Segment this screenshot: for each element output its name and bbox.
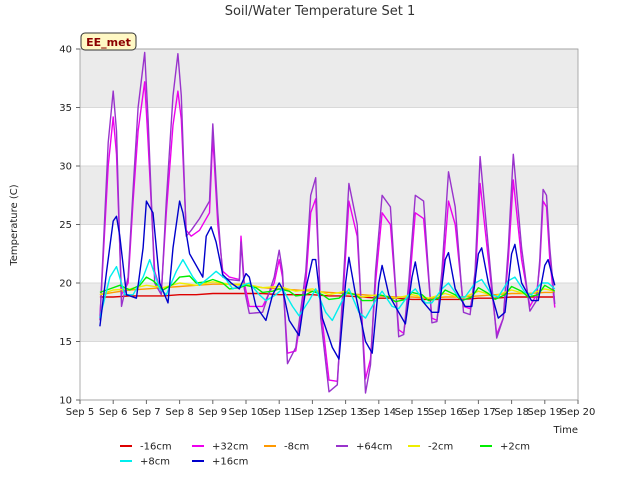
legend-item: +32cm — [192, 442, 248, 453]
legend-label: +32cm — [212, 442, 248, 453]
y-tick-label: 25 — [59, 220, 72, 231]
legend-label: +2cm — [500, 442, 530, 453]
x-tick-label: Sep 6 — [99, 407, 127, 418]
legend-label: -8cm — [284, 442, 309, 453]
legend-label: +16cm — [212, 457, 248, 468]
x-tick-label: Sep 7 — [132, 407, 160, 418]
x-tick-label: Sep 20 — [561, 407, 596, 418]
x-tick-label: Sep 10 — [229, 407, 264, 418]
series-line-+64cm — [99, 51, 556, 394]
y-ticks: 10 15 20 25 30 35 40 — [59, 45, 80, 407]
series-line-+16cm — [99, 200, 556, 360]
series-line--2cm — [99, 281, 555, 299]
y-tick-label: 20 — [59, 279, 72, 290]
legend-item: +2cm — [480, 442, 530, 453]
legend-item: +64cm — [336, 442, 392, 453]
legend-item: -16cm — [120, 442, 172, 453]
x-tick-label: Sep 8 — [165, 407, 193, 418]
x-tick-label: Sep 5 — [66, 407, 94, 418]
legend-label: -2cm — [428, 442, 453, 453]
y-tick-label: 40 — [59, 45, 72, 56]
x-tick-label: Sep 11 — [262, 407, 297, 418]
x-tick-label: Sep 17 — [461, 407, 496, 418]
series-line-+8cm — [99, 258, 556, 322]
legend-item: +16cm — [192, 457, 248, 468]
legend-label: -16cm — [140, 442, 172, 453]
legend-item: +8cm — [120, 457, 170, 468]
legend-item: -2cm — [408, 442, 453, 453]
x-tick-label: Sep 14 — [361, 407, 396, 418]
legend: -16cm +32cm -8cm +64cm -2cm +2cm +8cm +16cm — [120, 442, 530, 468]
series-line-+2cm — [99, 275, 556, 303]
plot-band — [80, 49, 578, 108]
legend-label: +8cm — [140, 457, 170, 468]
x-tick-label: Sep 18 — [494, 407, 529, 418]
y-tick-label: 15 — [59, 337, 72, 348]
x-tick-label: Sep 15 — [395, 407, 430, 418]
y-axis-label: Temperature (C) — [9, 184, 20, 266]
plot-band — [80, 166, 578, 225]
legend-label: +64cm — [356, 442, 392, 453]
y-tick-label: 30 — [59, 162, 72, 173]
legend-item: -8cm — [264, 442, 309, 453]
x-tick-label: Sep 9 — [199, 407, 227, 418]
x-tick-label: Sep 13 — [328, 407, 363, 418]
series-group — [99, 51, 556, 394]
annotation-badge: EE_met — [80, 32, 137, 51]
series-line--16cm — [99, 292, 555, 301]
x-tick-label: Sep 12 — [295, 407, 330, 418]
y-tick-label: 10 — [59, 396, 72, 407]
y-tick-label: 35 — [59, 103, 72, 114]
x-tick-label: Sep 16 — [428, 407, 463, 418]
chart-title: Soil/Water Temperature Set 1 — [225, 4, 416, 19]
x-tick-label: Sep 19 — [527, 407, 562, 418]
series-line--8cm — [99, 283, 555, 299]
x-axis-label: Time — [553, 425, 578, 436]
annotation-box — [80, 32, 137, 51]
annotation-text: EE_met — [86, 36, 131, 49]
